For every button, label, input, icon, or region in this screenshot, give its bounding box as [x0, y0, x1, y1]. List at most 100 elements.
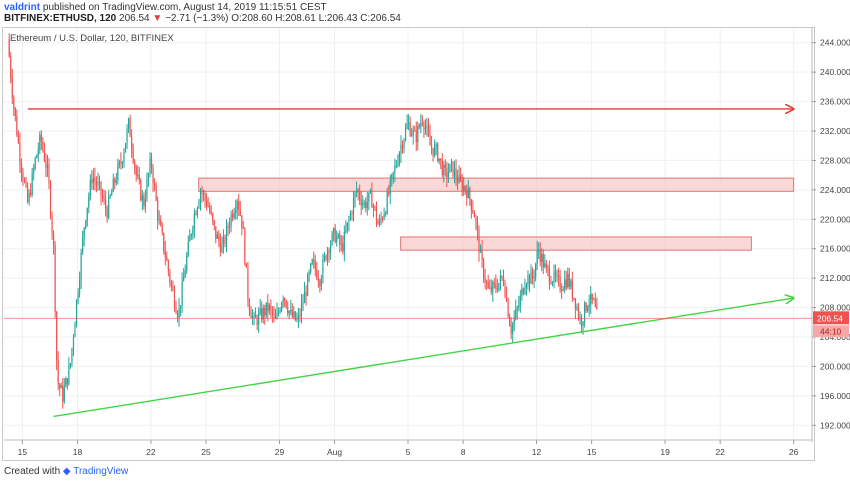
candle: [421, 123, 423, 125]
candle: [518, 305, 520, 308]
candle: [418, 125, 420, 128]
author-name[interactable]: valdrint: [4, 2, 41, 13]
candle: [112, 178, 114, 192]
candle: [14, 107, 16, 117]
candle: [443, 164, 445, 176]
candle: [559, 276, 561, 291]
candle: [164, 251, 166, 258]
candle: [417, 125, 419, 143]
candle: [86, 207, 88, 221]
candle: [65, 378, 67, 388]
candle: [498, 283, 500, 291]
candle: [334, 228, 336, 243]
candle: [423, 123, 425, 129]
candle: [501, 275, 503, 279]
candle: [20, 162, 23, 173]
candle: [403, 139, 405, 149]
chart-legend: Ethereum / U.S. Dollar, 120, BITFINEX: [10, 33, 174, 44]
candle: [74, 323, 76, 338]
candle: [593, 299, 595, 301]
candle: [469, 187, 471, 200]
candle: [453, 168, 456, 177]
candle: [383, 214, 385, 219]
candle: [25, 181, 27, 186]
candle: [415, 130, 417, 143]
candle: [189, 236, 191, 242]
footer-brand[interactable]: TradingView: [73, 466, 129, 477]
x-tick-label: 15: [18, 447, 28, 457]
candle: [580, 317, 583, 326]
last-price-label: 206.54: [817, 313, 843, 323]
support-trend-line[interactable]: [53, 298, 794, 418]
candle: [521, 288, 523, 296]
candle: [141, 196, 143, 201]
candle: [528, 275, 531, 285]
candle: [199, 191, 202, 203]
candle: [66, 378, 68, 385]
ohlc-low: L:206.43: [318, 13, 358, 24]
candle: [256, 317, 258, 325]
y-tick-label: 200.000: [820, 361, 850, 371]
y-tick-label: 236.000: [820, 97, 850, 107]
candle: [186, 255, 188, 271]
candle: [533, 276, 535, 279]
candle: [183, 277, 185, 282]
candle: [328, 249, 330, 254]
candle: [446, 167, 448, 178]
candle: [366, 201, 368, 209]
candle: [346, 222, 348, 230]
candle: [92, 177, 94, 184]
candle: [300, 303, 303, 317]
candle: [235, 209, 237, 214]
symbol-bar: BITFINEX:ETHUSD, 120 206.54 ▼ −2.71 (−1.…: [4, 13, 401, 25]
candle: [100, 181, 102, 196]
candle: [507, 299, 509, 317]
candle: [493, 282, 495, 284]
candle: [369, 190, 371, 193]
candle: [509, 316, 511, 327]
x-tick-label: 12: [532, 447, 542, 457]
candle: [248, 300, 251, 312]
symbol-name: BITFINEX:ETHUSD, 120: [4, 13, 117, 24]
candle: [420, 123, 422, 128]
candle: [577, 307, 580, 318]
candle: [33, 167, 35, 173]
candle: [481, 249, 483, 261]
candle: [72, 337, 75, 349]
candle: [59, 384, 61, 389]
candle: [542, 253, 544, 268]
candle: [588, 304, 590, 307]
candle: [564, 279, 566, 290]
candle: [135, 166, 137, 176]
publish-info: valdrint published on TradingView.com, A…: [4, 2, 327, 14]
candle: [198, 202, 200, 208]
candle: [512, 323, 514, 334]
resistance-zone[interactable]: [198, 177, 795, 192]
resistance-zone[interactable]: [400, 236, 752, 251]
candle: [329, 244, 332, 254]
candle: [166, 257, 168, 261]
candle: [158, 219, 160, 221]
candle: [167, 260, 169, 272]
candle: [146, 179, 148, 200]
candle: [259, 308, 261, 314]
candle: [129, 118, 131, 137]
candle: [48, 164, 50, 184]
candle: [538, 249, 540, 251]
candle: [271, 309, 274, 315]
candle: [42, 141, 44, 150]
candle: [111, 191, 113, 196]
candle: [456, 178, 459, 183]
candle: [452, 161, 454, 177]
candle: [343, 231, 345, 252]
candle: [499, 275, 502, 284]
candle: [591, 293, 593, 300]
candle: [437, 144, 439, 161]
candle: [363, 202, 365, 204]
candle: [75, 300, 78, 324]
candle: [389, 179, 391, 194]
candle: [232, 214, 234, 218]
candle: [34, 157, 36, 168]
candle: [265, 302, 267, 316]
